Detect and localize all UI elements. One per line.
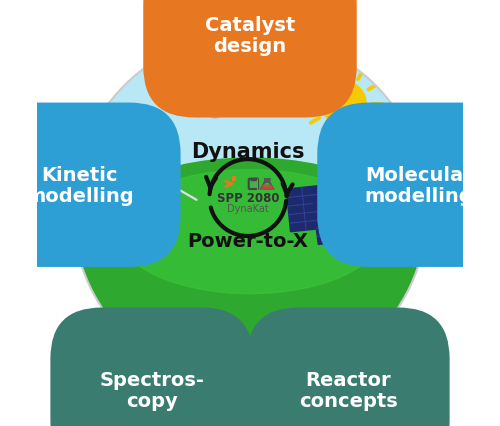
- Text: Kinetic
modelling: Kinetic modelling: [25, 165, 134, 205]
- FancyBboxPatch shape: [247, 308, 450, 426]
- Text: ✕: ✕: [250, 181, 256, 187]
- Circle shape: [162, 61, 194, 94]
- Circle shape: [113, 185, 118, 190]
- Circle shape: [221, 98, 240, 116]
- Text: SPP 2080: SPP 2080: [216, 192, 279, 204]
- Circle shape: [210, 91, 232, 113]
- Ellipse shape: [64, 159, 436, 362]
- Text: Power-to-X: Power-to-X: [188, 231, 308, 250]
- Circle shape: [178, 65, 207, 94]
- Circle shape: [193, 73, 218, 97]
- Text: Reactor
concepts: Reactor concepts: [299, 370, 398, 410]
- Text: Dynamics: Dynamics: [191, 141, 304, 161]
- Circle shape: [196, 88, 222, 113]
- Polygon shape: [261, 186, 273, 189]
- Text: DynaKat: DynaKat: [227, 204, 268, 214]
- Ellipse shape: [117, 170, 383, 294]
- FancyBboxPatch shape: [50, 308, 253, 426]
- Circle shape: [188, 96, 210, 117]
- Circle shape: [322, 82, 366, 127]
- Circle shape: [134, 172, 140, 177]
- Text: Catalyst
design: Catalyst design: [205, 16, 295, 56]
- FancyBboxPatch shape: [318, 104, 500, 268]
- Circle shape: [152, 72, 178, 98]
- Text: Spectros-
copy: Spectros- copy: [100, 370, 204, 410]
- Circle shape: [206, 101, 224, 119]
- Circle shape: [73, 34, 427, 388]
- FancyBboxPatch shape: [144, 0, 356, 118]
- Polygon shape: [286, 183, 352, 232]
- Circle shape: [164, 181, 170, 186]
- FancyBboxPatch shape: [0, 104, 180, 268]
- Text: Molecular
modelling: Molecular modelling: [364, 165, 473, 205]
- Polygon shape: [313, 196, 378, 245]
- Circle shape: [174, 78, 197, 100]
